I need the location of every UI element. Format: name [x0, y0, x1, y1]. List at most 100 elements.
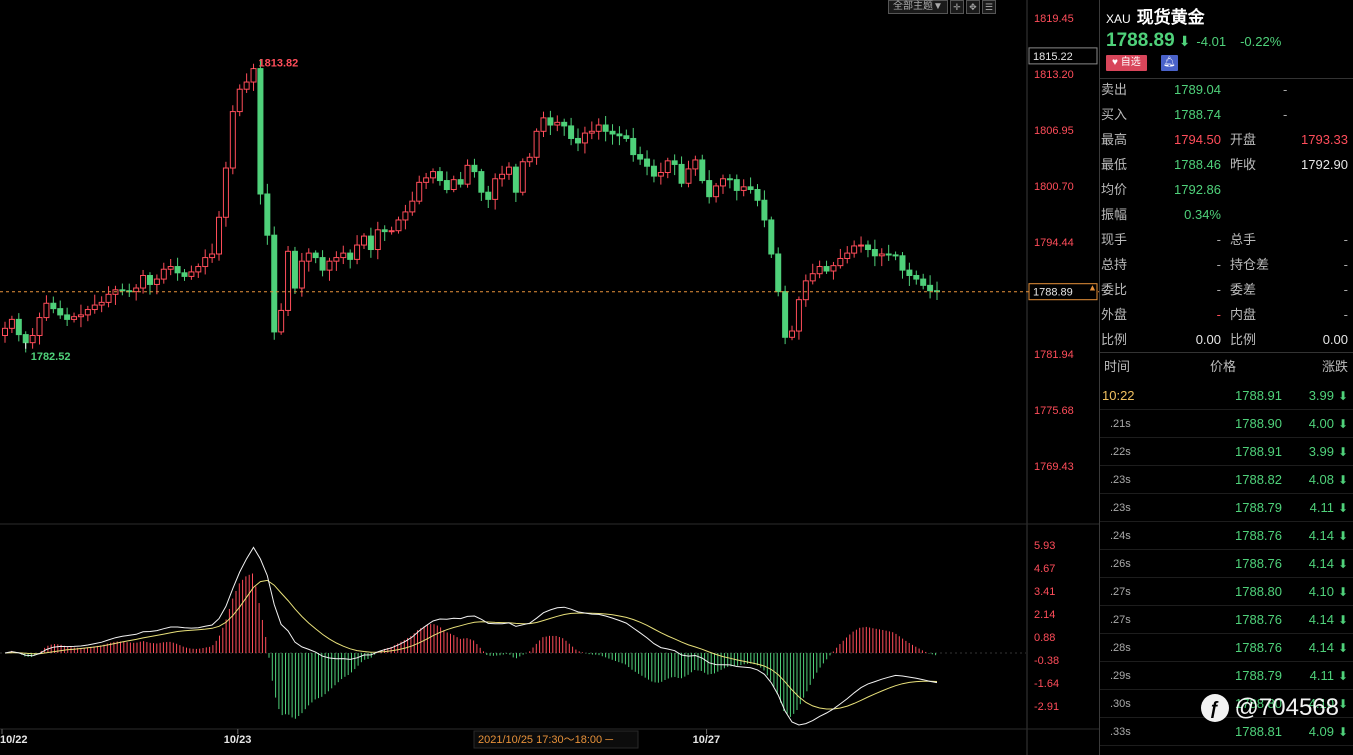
quote-label: 比例 [1101, 332, 1128, 347]
candle-down [616, 133, 623, 137]
candle-up [657, 171, 664, 177]
quote-row: 外盘 - 内盘 - [1100, 302, 1353, 327]
quote-value: 0.34% [1184, 207, 1221, 222]
candle-up [464, 164, 471, 185]
quote-value: - [1216, 257, 1221, 272]
candle-up [229, 111, 236, 169]
tick-row: .27s 1788.80 4.10 ⬇ [1100, 578, 1353, 606]
candle-up [160, 268, 167, 280]
quote-row: 委比 - 委差 - [1100, 277, 1353, 302]
tick-change: 4.11 [1309, 500, 1334, 515]
tick-price: 1788.79 [1235, 668, 1282, 683]
price-row: 1788.89 ⬇ -4.01 -0.22% [1106, 30, 1281, 52]
quote-value: - [1216, 282, 1221, 297]
macd-axis-tick: 3.41 [1034, 586, 1055, 598]
up-marker-icon: ▲ [1088, 283, 1097, 293]
scope-dropdown[interactable]: 全部主题▼ [888, 0, 948, 14]
tick-time: 10:22 [1102, 388, 1135, 403]
candle-down [644, 158, 651, 167]
current-price-box [1028, 283, 1098, 301]
down-arrow-icon: ⬇ [1337, 529, 1348, 543]
alert-bell-button[interactable]: 🔔︎ [1160, 55, 1178, 71]
macd-dea-line [4, 579, 938, 710]
macd-axis-tick: 2.14 [1034, 609, 1055, 621]
time-axis-label: 10/23 [224, 734, 252, 746]
quote-value: - [1343, 282, 1348, 297]
quote-label: 振幅 [1101, 207, 1128, 222]
candle-down [547, 117, 554, 126]
macd-axis-tick: -2.91 [1034, 701, 1059, 713]
tick-time: .33s [1110, 726, 1131, 738]
last-price: 1788.89 [1106, 30, 1175, 51]
tick-time: .21s [1110, 418, 1131, 430]
quote-label: 卖出 [1101, 82, 1128, 97]
tick-time: .28s [1110, 642, 1131, 654]
candle-up [802, 280, 809, 301]
quote-value: - [1343, 307, 1348, 322]
crosshair-price-box [1028, 47, 1098, 65]
candle-up [360, 235, 367, 246]
macd-axis-tick: 4.67 [1034, 563, 1055, 575]
candle-down [920, 278, 927, 286]
candle-up [374, 229, 381, 251]
tick-row: .23s 1788.82 4.08 ⬇ [1100, 466, 1353, 494]
down-arrow-icon: ⬇ [1337, 389, 1348, 403]
candle-up [692, 159, 699, 170]
price-axis-tick: 1800.70 [1034, 181, 1074, 193]
candle-down [726, 178, 733, 181]
expand-icon[interactable]: ✥ [965, 0, 980, 14]
candle-up [395, 219, 402, 232]
watermark-logo-icon: ƒ [1200, 694, 1229, 722]
candle-down [64, 314, 71, 320]
add-favorite-button[interactable]: ♥ 自选 [1106, 55, 1147, 71]
quote-row: 振幅 0.34% [1100, 202, 1353, 227]
candle-up [844, 252, 851, 259]
quote-label: 委差 [1230, 282, 1257, 297]
symbol-code: XAU [1106, 12, 1131, 26]
candle-down [699, 159, 706, 182]
candlestick-chart[interactable]: 1819.45 1813.20 1806.95 1800.70 1794.44 1781.… [0, 0, 1099, 755]
candle-down [485, 191, 492, 200]
quote-value: 1794.50 [1174, 132, 1221, 147]
down-arrow-icon: ⬇ [1337, 613, 1348, 627]
quote-value: - [1216, 232, 1221, 247]
crosshair-price-label: 1815.22 [1033, 51, 1073, 63]
tick-change: 4.09 [1308, 724, 1334, 739]
candle-down [864, 244, 871, 251]
candle-up [409, 200, 416, 213]
crosshair-icon[interactable]: ✛ [949, 0, 964, 14]
candle-down [650, 165, 657, 177]
quote-label: 最高 [1101, 132, 1128, 147]
candle-up [305, 252, 312, 262]
quote-value: - [1343, 232, 1348, 247]
candle-up [526, 156, 533, 163]
quote-label: 比例 [1230, 332, 1257, 347]
candle-down [913, 274, 920, 280]
quote-header: XAU 现货黄金 [1106, 3, 1205, 28]
chart-area[interactable]: 1819.45 1813.20 1806.95 1800.70 1794.44 1781.… [0, 0, 1099, 755]
candle-up [36, 317, 43, 337]
candle-up [298, 260, 305, 289]
tick-price: 1788.80 [1235, 584, 1282, 599]
candle-up [222, 167, 229, 218]
candle-up [685, 168, 692, 184]
quote-label: 总手 [1230, 232, 1257, 247]
candle-up [354, 244, 361, 260]
quote-label: 开盘 [1230, 132, 1257, 147]
quote-value: - [1216, 307, 1221, 322]
candle-down [775, 253, 782, 293]
down-arrow-icon: ⬇ [1337, 557, 1348, 571]
tick-time: .30s [1110, 698, 1131, 710]
candle-down [367, 235, 374, 251]
tick-price: 1788.76 [1235, 528, 1282, 543]
candle-up [29, 335, 36, 344]
quote-row: 均价 1792.86 [1100, 177, 1353, 202]
down-arrow-icon: ⬇ [1178, 33, 1191, 49]
candle-down [436, 171, 443, 182]
list-icon[interactable]: ☰ [981, 0, 996, 14]
quote-panel: XAU 现货黄金 1788.89 ⬇ -4.01 -0.22% ♥ 自选 🔔︎ … [1099, 0, 1353, 755]
candle-down [319, 257, 326, 271]
quote-label: 昨收 [1230, 157, 1257, 172]
candle-down [602, 124, 609, 132]
tick-price: 1788.76 [1235, 612, 1282, 627]
